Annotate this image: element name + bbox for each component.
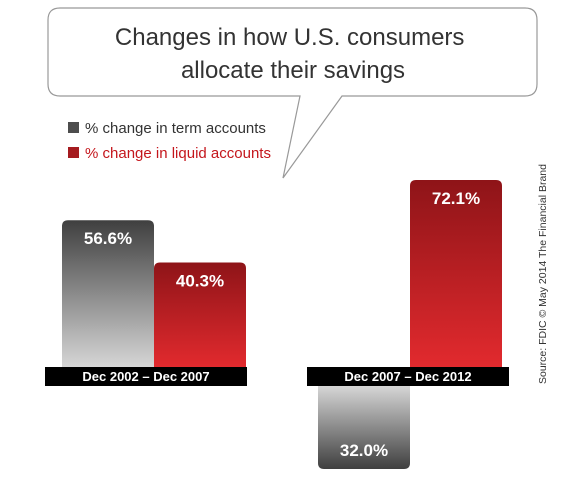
value-label-liquid-2: 72.1% [432, 189, 480, 208]
legend: % change in term accounts % change in li… [68, 120, 271, 162]
chart-title: Changes in how U.S. consumers allocate t… [115, 24, 471, 84]
value-label-term-2: 32.0% [340, 441, 388, 460]
bar-liquid-1 [154, 262, 246, 367]
source-note: Source: FDIC © May 2014 The Financial Br… [537, 164, 549, 384]
value-label-liquid-1: 40.3% [176, 271, 224, 290]
value-labels: 56.6% 40.3% 32.0% 72.1% [84, 189, 480, 460]
bar-liquid-2 [410, 180, 502, 367]
value-label-term-1: 56.6% [84, 229, 132, 248]
legend-swatch-term [68, 122, 79, 133]
category-axis-bar-2 [307, 367, 509, 386]
bar-series [62, 180, 502, 469]
bar-term-1 [62, 220, 154, 367]
title-bubble [47, 7, 538, 179]
bar-term-2 [318, 386, 410, 469]
legend-label-liquid: % change in liquid accounts [85, 145, 271, 162]
category-band-2: Dec 2007 – Dec 2012 [307, 367, 509, 386]
category-band-1: Dec 2002 – Dec 2007 [45, 367, 247, 386]
category-label-1: Dec 2002 – Dec 2007 [82, 369, 209, 384]
legend-swatch-liquid [68, 147, 79, 158]
legend-label-term: % change in term accounts [85, 120, 266, 137]
category-label-2: Dec 2007 – Dec 2012 [344, 369, 471, 384]
chart-title-line-2: allocate their savings [181, 57, 405, 84]
chart-title-line-1: Changes in how U.S. consumers [115, 24, 465, 51]
category-axis-bar-1 [45, 367, 247, 386]
